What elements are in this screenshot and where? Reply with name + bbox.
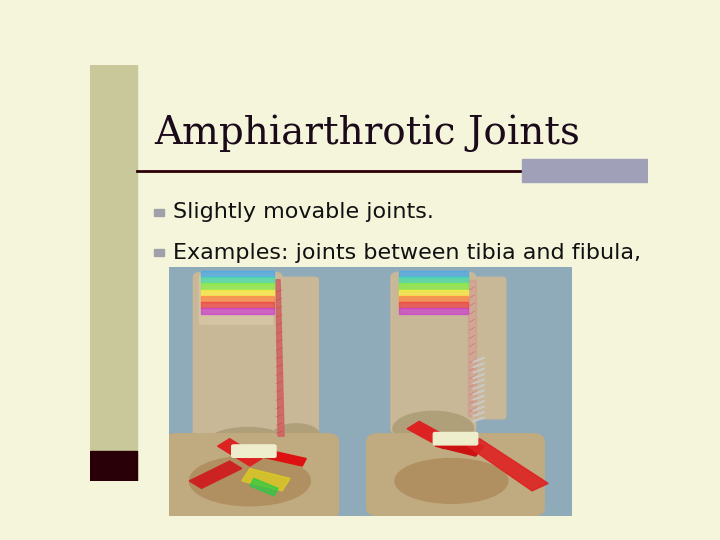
Polygon shape <box>189 461 242 488</box>
Polygon shape <box>276 280 284 436</box>
Bar <box>202 308 274 314</box>
Bar <box>399 271 467 277</box>
Ellipse shape <box>395 458 508 503</box>
Polygon shape <box>436 436 484 456</box>
Polygon shape <box>250 478 278 496</box>
Text: Slightly movable joints.: Slightly movable joints. <box>173 202 433 222</box>
Bar <box>154 249 164 256</box>
FancyBboxPatch shape <box>274 277 318 438</box>
Bar <box>154 208 164 216</box>
Ellipse shape <box>393 411 474 446</box>
Bar <box>399 277 467 284</box>
Bar <box>202 289 274 296</box>
Polygon shape <box>467 438 548 491</box>
FancyBboxPatch shape <box>232 445 276 457</box>
FancyBboxPatch shape <box>199 275 276 325</box>
Bar <box>202 296 274 302</box>
Polygon shape <box>258 449 306 466</box>
Polygon shape <box>217 438 262 466</box>
Text: Amphiarthrotic Joints: Amphiarthrotic Joints <box>154 114 580 152</box>
FancyBboxPatch shape <box>194 272 282 451</box>
Bar <box>399 308 467 314</box>
FancyBboxPatch shape <box>366 434 544 516</box>
Bar <box>202 284 274 289</box>
Bar <box>202 302 274 308</box>
Bar <box>523 159 648 183</box>
Ellipse shape <box>204 428 292 465</box>
Ellipse shape <box>272 424 320 449</box>
FancyBboxPatch shape <box>467 277 506 419</box>
FancyBboxPatch shape <box>165 434 338 518</box>
Bar <box>90 451 138 481</box>
Bar <box>90 65 138 481</box>
Bar <box>399 284 467 289</box>
Ellipse shape <box>189 456 310 506</box>
FancyBboxPatch shape <box>391 272 476 434</box>
Bar <box>202 271 274 277</box>
Bar <box>399 302 467 308</box>
Polygon shape <box>242 469 290 491</box>
Polygon shape <box>407 421 456 449</box>
Text: joints between vertebrae.: joints between vertebrae. <box>178 269 465 289</box>
Bar <box>469 280 476 416</box>
Bar <box>399 289 467 296</box>
FancyBboxPatch shape <box>433 433 477 445</box>
Bar <box>202 277 274 284</box>
Bar <box>399 296 467 302</box>
Text: Examples: joints between tibia and fibula,: Examples: joints between tibia and fibul… <box>173 243 641 263</box>
